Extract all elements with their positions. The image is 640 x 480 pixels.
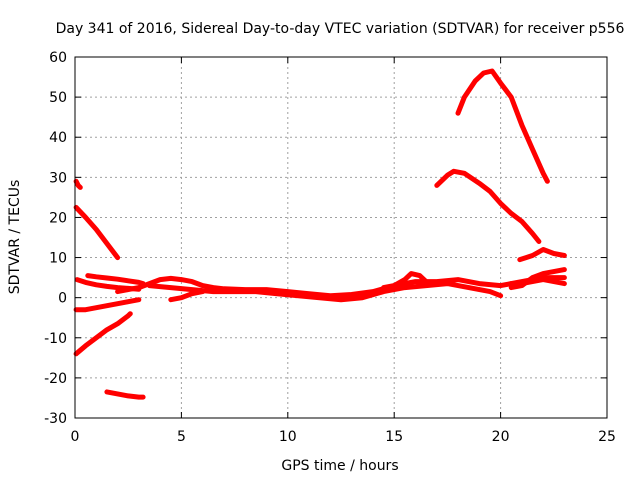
x-tick-label: 25	[598, 429, 616, 445]
y-tick-label: 50	[49, 90, 67, 106]
series-track-12	[434, 168, 542, 244]
series-track-9	[147, 281, 504, 303]
series-track-16	[508, 267, 567, 291]
y-tick-label: -20	[44, 371, 67, 387]
series-track-3	[73, 311, 133, 357]
series-track-1	[73, 178, 83, 190]
y-tick-label: -30	[44, 411, 67, 427]
series-track-11	[381, 271, 429, 291]
y-tick-label: 60	[49, 50, 67, 66]
x-tick-label: 20	[492, 429, 510, 445]
series-layer	[73, 68, 567, 400]
y-tick-label: 0	[58, 291, 67, 307]
series-track-7	[104, 389, 146, 400]
tick-layer: 0 5 10 15 20 25 -30 -20 -10 0 10 20 30 40 50 60	[44, 50, 616, 445]
series-track-4	[73, 297, 142, 313]
chart-title: Day 341 of 2016, Sidereal Day-to-day VTE…	[56, 21, 625, 37]
plot-frame	[74, 56, 608, 419]
series-track-8	[115, 275, 567, 299]
grid-layer	[75, 57, 607, 418]
x-tick-label: 15	[385, 429, 403, 445]
series-track-14	[517, 247, 567, 263]
x-tick-label: 0	[71, 429, 80, 445]
y-axis-label: SDTVAR / TECUs	[7, 180, 23, 295]
y-tick-label: 30	[49, 170, 67, 186]
x-tick-label: 5	[177, 429, 186, 445]
series-track-13	[455, 68, 550, 184]
y-tick-label: 40	[49, 130, 67, 146]
series-track-6	[85, 273, 146, 287]
x-tick-label: 10	[279, 429, 297, 445]
y-tick-label: 20	[49, 210, 67, 226]
y-tick-label: 10	[49, 251, 67, 267]
x-axis-label: GPS time / hours	[281, 458, 398, 474]
series-track-10	[168, 289, 206, 303]
series-track-2	[73, 204, 121, 261]
y-tick-label: -10	[44, 331, 67, 347]
